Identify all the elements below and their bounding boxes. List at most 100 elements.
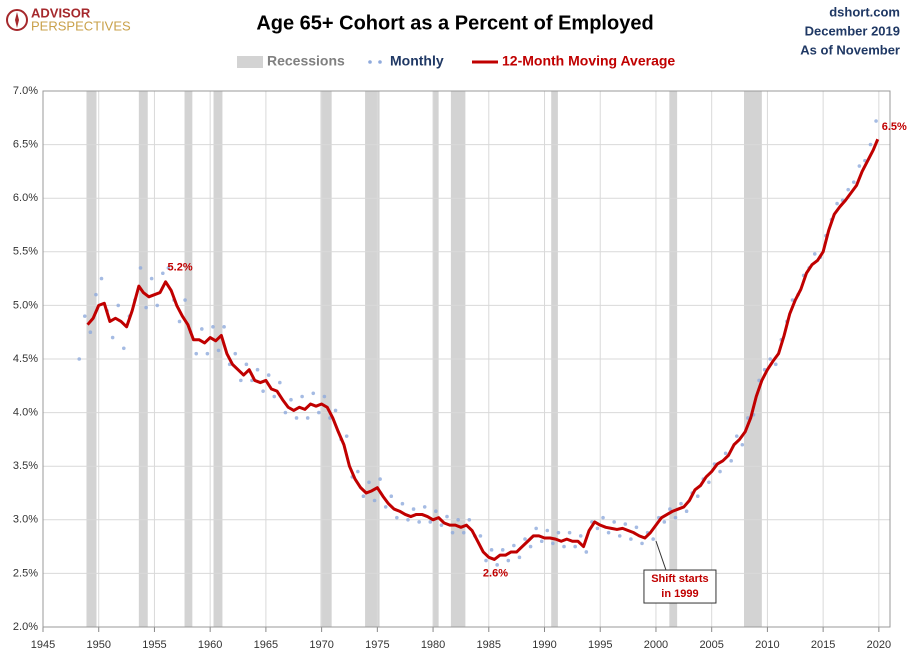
monthly-point [144,305,148,310]
monthly-point [434,509,438,514]
y-tick-label: 7.0% [13,85,38,97]
monthly-point [478,534,483,538]
monthly-point [773,362,778,367]
monthly-point [94,292,98,297]
legend-label: 12-Month Moving Average [502,53,675,69]
monthly-point [573,544,577,549]
monthly-point [517,555,522,560]
y-tick-label: 6.0% [13,192,38,204]
monthly-point [723,451,728,456]
monthly-point [300,394,304,399]
monthly-point [684,509,689,514]
monthly-point [311,391,316,396]
x-tick-label: 1960 [198,639,222,651]
legend-swatch [368,60,372,64]
x-tick-label: 2005 [699,639,723,651]
monthly-point [138,266,143,270]
monthly-point [545,528,550,533]
monthly-point [500,548,505,552]
x-tick-label: 1965 [254,639,278,651]
monthly-point [484,558,488,563]
y-tick-label: 3.0% [13,514,38,526]
monthly-point [617,534,622,538]
monthly-point [177,319,182,324]
monthly-point [317,410,321,415]
monthly-point [506,558,511,563]
monthly-point [400,501,405,506]
monthly-point [155,303,160,308]
monthly-point [77,357,82,361]
monthly-point [255,367,260,372]
monthly-point [278,380,282,385]
y-tick-label: 2.5% [13,567,38,579]
monthly-point [461,530,466,535]
monthly-point [734,434,739,438]
x-tick-label: 1995 [588,639,612,651]
x-tick-label: 2010 [755,639,779,651]
monthly-point [551,541,555,546]
monthly-point [835,201,839,206]
monthly-point [578,534,583,538]
y-tick-label: 5.0% [13,299,38,311]
callout-box [643,569,717,604]
monthly-point [110,335,115,340]
monthly-point [450,530,455,535]
monthly-point [183,298,187,302]
x-tick-label: 1950 [86,639,110,651]
date: December 2019 [805,23,900,38]
annotation: 2.6% [483,567,508,579]
monthly-point [333,408,338,413]
monthly-point [378,477,382,481]
monthly-point [266,373,271,377]
monthly-point [851,180,856,184]
monthly-point [640,541,644,546]
legend-label: Recessions [267,53,345,69]
y-tick-label: 6.5% [13,139,38,151]
monthly-point [601,515,605,520]
monthly-point [729,459,733,463]
x-tick-label: 2000 [644,639,668,651]
logo-text: PERSPECTIVES [31,18,131,33]
monthly-point [662,520,667,524]
x-tick-label: 1945 [31,639,55,651]
monthly-point [512,543,516,548]
monthly-point [634,525,639,530]
y-tick-label: 2.0% [13,621,38,633]
monthly-point [768,357,772,361]
x-tick-label: 1990 [532,639,556,651]
legend-swatch [237,56,263,68]
monthly-point [344,434,349,438]
monthly-point [567,530,572,535]
monthly-point [612,520,616,524]
monthly-point [283,410,288,415]
y-tick-label: 5.5% [13,246,38,258]
monthly-point [149,276,154,281]
monthly-point [539,539,544,544]
x-tick-label: 1955 [142,639,166,651]
monthly-point [651,537,655,541]
y-tick-label: 4.0% [13,407,38,419]
monthly-point [495,563,499,567]
monthly-point [289,397,293,402]
monthly-point [439,523,444,527]
monthly-point [445,514,449,519]
annotation: 6.5% [882,121,907,133]
x-tick-label: 1970 [309,639,333,651]
legend-label: Monthly [390,53,444,69]
monthly-point [456,518,460,522]
x-tick-label: 1985 [477,639,501,651]
monthly-point [629,537,633,541]
monthly-point [718,469,722,474]
monthly-point [389,494,394,499]
monthly-point [116,303,121,308]
monthly-point [161,271,165,276]
monthly-point [261,389,265,393]
x-tick-label: 2015 [811,639,835,651]
monthly-point [556,530,561,535]
monthly-point [200,327,204,331]
plot-border [42,90,891,628]
monthly-point [428,520,433,524]
monthly-point [322,394,327,399]
